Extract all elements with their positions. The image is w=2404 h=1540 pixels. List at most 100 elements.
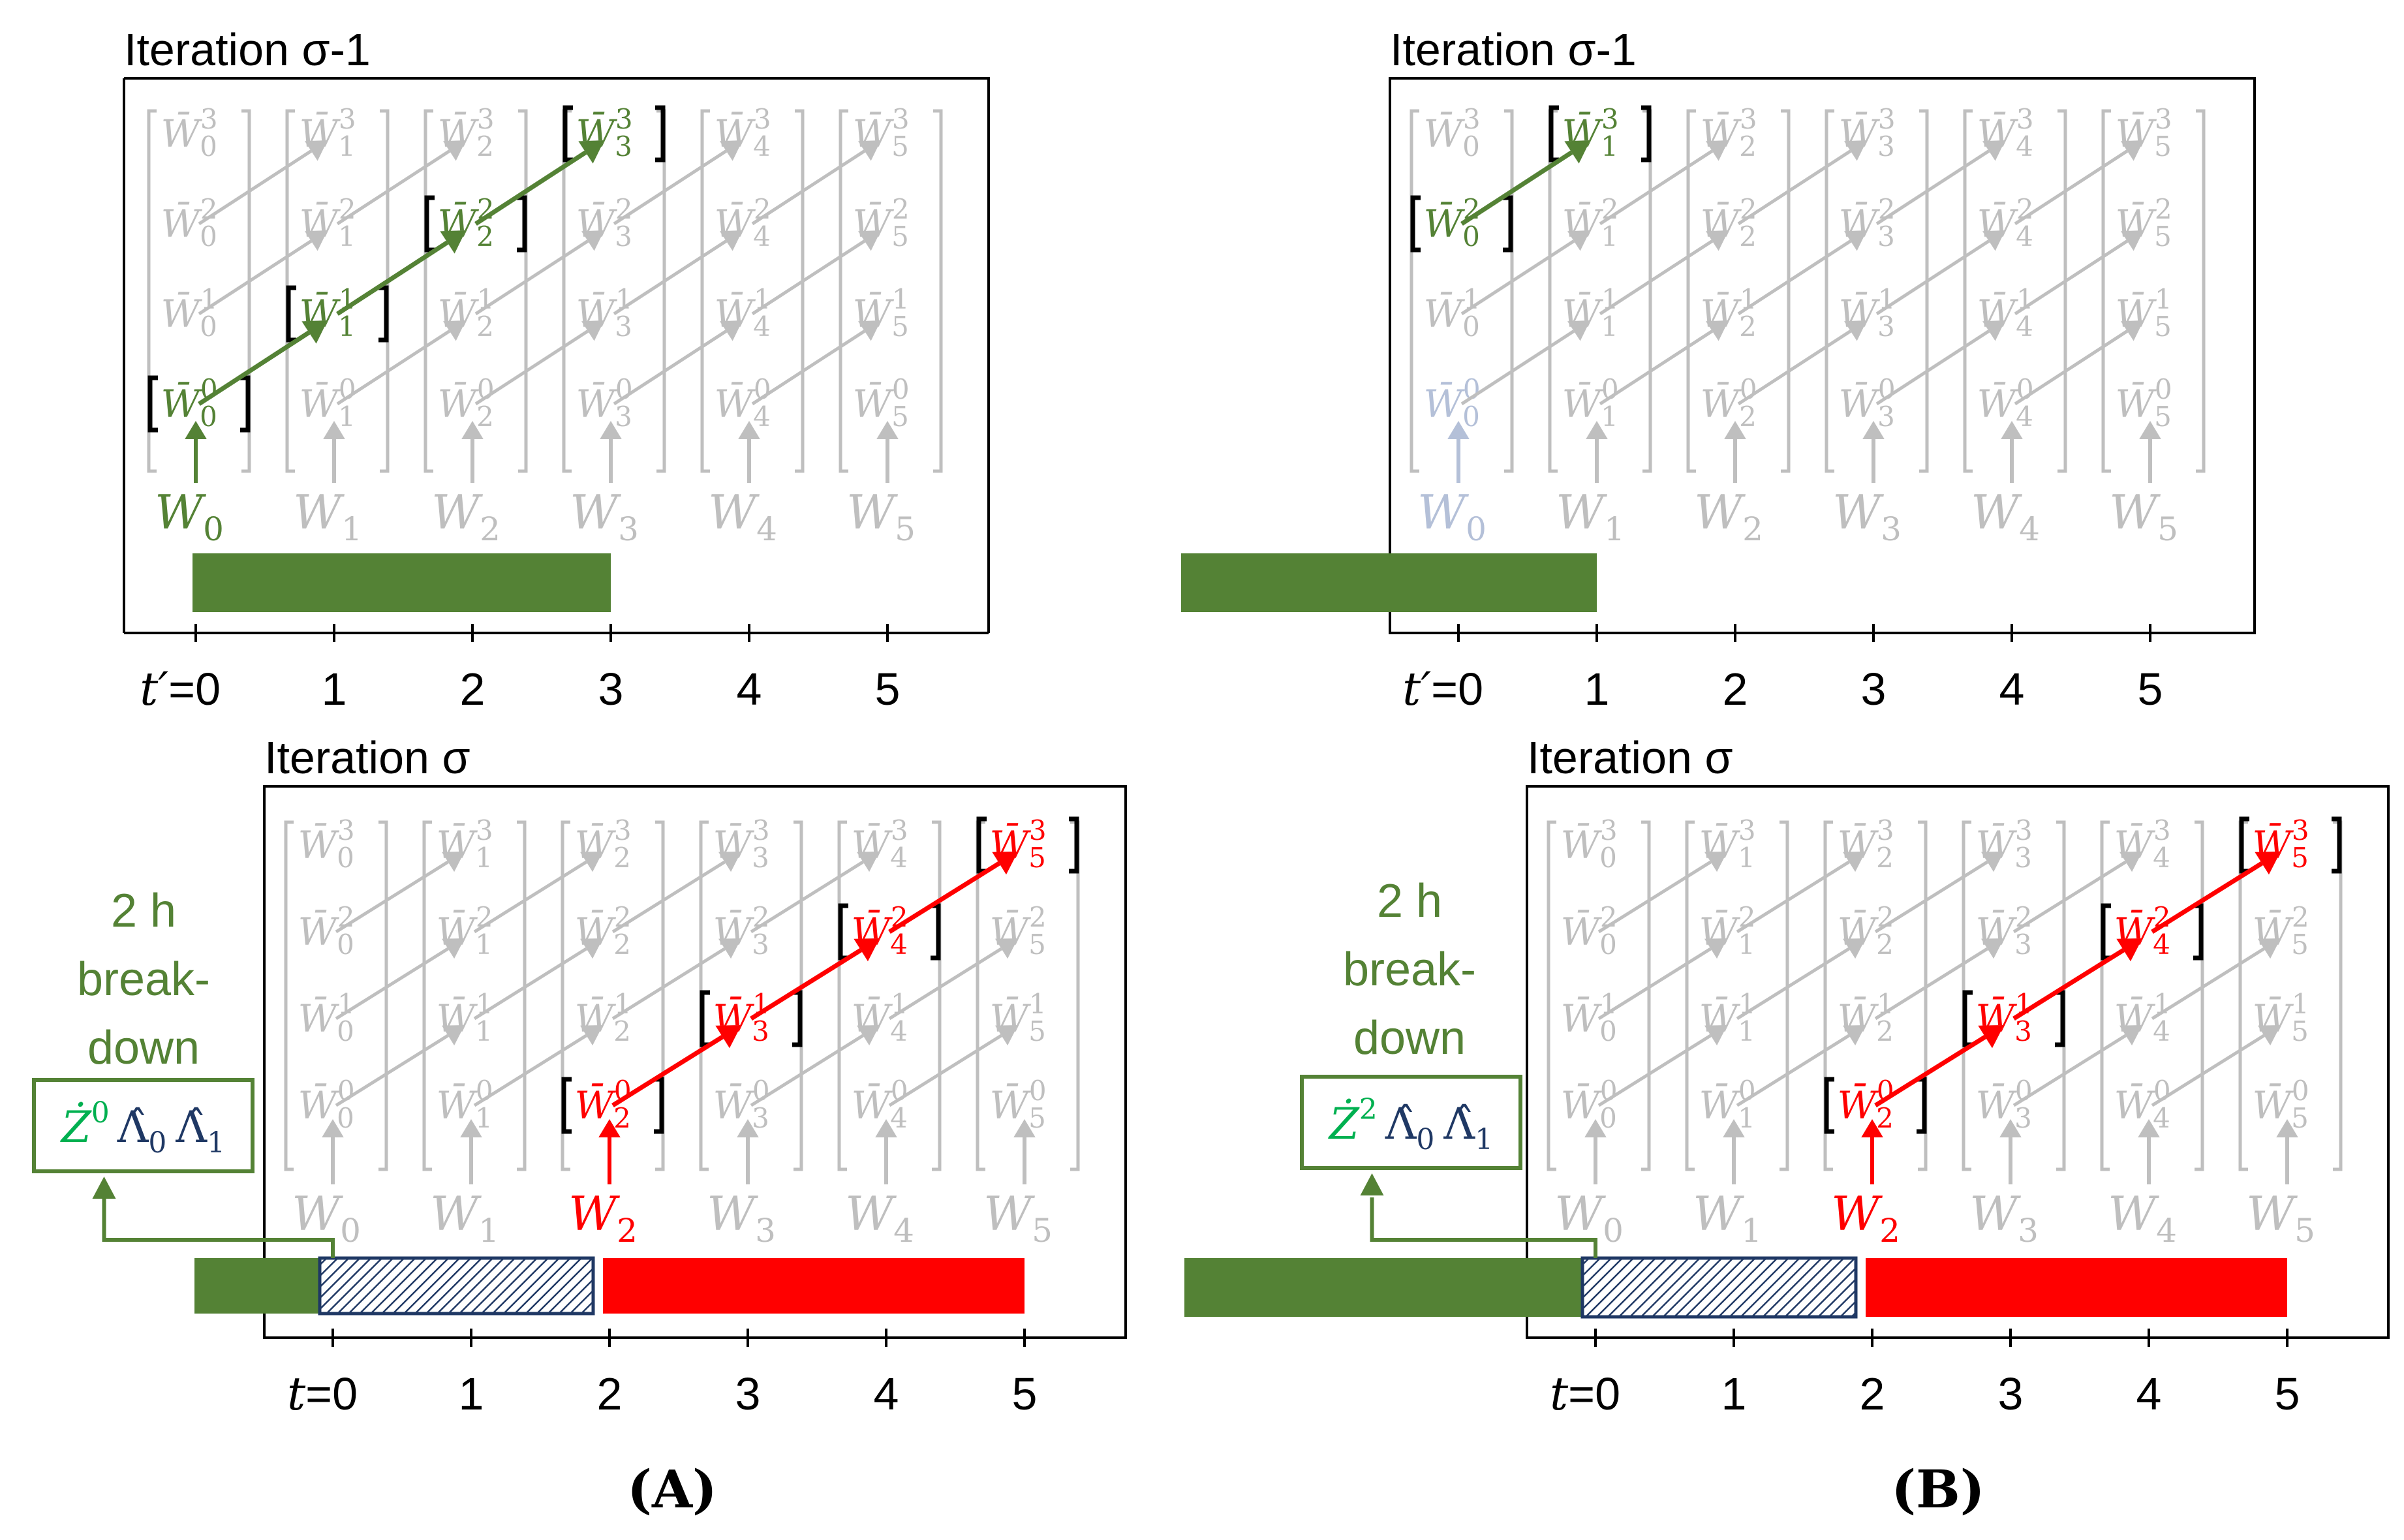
frame <box>263 785 1127 1339</box>
propagation-arrow <box>1736 938 1866 1021</box>
matrix-column: W̄30W̄31W̄32W̄33 <box>1825 103 1929 473</box>
matrix-entry: W̄40 <box>2114 1075 2170 1134</box>
input-arrow <box>323 421 345 483</box>
column-bracket-right <box>795 109 805 473</box>
tick-label: 1 <box>322 664 347 715</box>
tick-label: 5 <box>1012 1368 1038 1419</box>
input-label: W1 <box>293 485 362 548</box>
matrix-entry: W̄12 <box>436 901 493 961</box>
matrix-entry: W̄31 <box>713 988 769 1047</box>
propagation-arrow <box>1736 1025 1866 1107</box>
input-label: W2 <box>1831 1186 1900 1250</box>
new-horizon-bar <box>603 1258 1025 1314</box>
matrix-entry: W̄10 <box>299 373 356 433</box>
matrix-entry: W̄52 <box>989 901 1046 961</box>
tick-label: 1 <box>1721 1368 1747 1419</box>
column-bracket-right <box>378 820 388 1171</box>
breakdown-label: break- <box>77 953 210 1006</box>
column-bracket-left <box>976 820 985 1171</box>
tick-label: 5 <box>2138 664 2163 715</box>
matrix-entry: W̄20 <box>1700 373 1757 433</box>
column-bracket-right <box>2057 109 2067 473</box>
highlight-bracket-right <box>1917 1077 1927 1134</box>
tick-label: 4 <box>1999 664 2025 715</box>
column-bracket-left <box>839 109 848 473</box>
breakdown-label: break- <box>1343 944 1476 996</box>
propagation-arrow <box>1737 320 1867 406</box>
tick-label: 2 <box>1723 664 1748 715</box>
input-arrow <box>322 1119 344 1184</box>
input-arrow <box>460 1119 482 1184</box>
matrix-entry: W̄30 <box>576 373 632 433</box>
column-bracket-left <box>2100 820 2110 1171</box>
state-box <box>32 1078 254 1173</box>
iteration-title: Iteration σ-1 <box>124 24 371 75</box>
panel-caption: (B) <box>1891 1458 1984 1520</box>
state-box <box>1300 1075 1522 1170</box>
matrix-entry: W̄50 <box>989 1075 1046 1134</box>
tick-label: 1 <box>459 1368 484 1419</box>
propagation-arrow <box>1597 852 1727 934</box>
input-arrow <box>1724 421 1746 483</box>
propagation-arrow <box>751 140 881 226</box>
highlight-bracket-right <box>1641 105 1652 162</box>
propagation-arrow <box>1874 938 2004 1021</box>
matrix-entry: W̄00 <box>298 1075 354 1134</box>
highlight-path-arrow <box>888 852 1018 934</box>
matrix-entry: W̄20 <box>1837 1075 1894 1134</box>
tick-label: 2 <box>1860 1368 1885 1419</box>
input-label: W1 <box>1556 485 1625 548</box>
breakdown-label: down <box>87 1022 200 1074</box>
matrix-entry: W̄02 <box>1560 901 1617 961</box>
column-bracket-left <box>837 820 847 1171</box>
bottom-diagram-panel-a: Iteration σt=0 1 2 3 4 5W̄00W̄01W̄02W̄03W̄10W… <box>263 732 1127 1421</box>
input-arrow <box>461 421 484 483</box>
matrix-column: W̄00 W̄01 W̄02 W̄03 <box>1547 814 1651 1171</box>
column-bracket-left <box>1548 109 1558 473</box>
propagation-arrow <box>888 938 1018 1021</box>
propagation-arrow <box>888 1025 1018 1107</box>
propagation-arrow <box>1460 320 1590 406</box>
input-arrow <box>1013 1119 1036 1184</box>
propagation-arrow <box>1875 320 2005 406</box>
tick-label: t=0 <box>287 1367 358 1421</box>
input-arrow <box>2139 421 2161 483</box>
column-bracket-left <box>1685 820 1695 1171</box>
tick-label: t′=0 <box>140 662 221 716</box>
propagation-arrow <box>613 140 743 226</box>
propagation-arrow <box>2014 230 2144 316</box>
matrix-entry: W̄03 <box>1423 103 1480 162</box>
matrix-entry: W̄11 <box>1699 988 1755 1047</box>
input-label: W5 <box>846 485 916 548</box>
input-arrow <box>1862 421 1885 483</box>
propagation-arrow <box>1599 320 1729 406</box>
input-label: W5 <box>983 1186 1053 1250</box>
tick-label: 5 <box>875 664 901 715</box>
tick-label: 4 <box>737 664 762 715</box>
tick-label: 3 <box>598 664 624 715</box>
matrix-entry: W̄20 <box>437 373 494 433</box>
highlight-bracket-right <box>2055 990 2065 1047</box>
propagation-arrow <box>611 852 741 934</box>
column-bracket-left <box>424 109 433 473</box>
input-label: W3 <box>1832 485 1902 548</box>
matrix-entry: W̄43 <box>714 103 771 162</box>
matrix-column: W̄40W̄41W̄42W̄43 <box>837 814 942 1171</box>
matrix-entry: W̄03 <box>1560 814 1617 874</box>
highlight-bracket-left <box>976 816 987 874</box>
input-label: W1 <box>1693 1186 1762 1250</box>
matrix-entry: W̄23 <box>574 814 631 874</box>
input-label: W3 <box>1969 1186 2039 1250</box>
breakdown-label: 2 h <box>1377 875 1442 927</box>
highlight-bracket-right <box>931 903 941 961</box>
column-bracket-left <box>562 109 572 473</box>
frame <box>1389 77 2256 634</box>
highlight-bracket-left <box>561 1077 572 1134</box>
highlight-path-arrow <box>198 320 328 406</box>
column-bracket-right <box>1918 820 1928 1171</box>
matrix-entry: W̄00 <box>1560 1075 1617 1134</box>
column-bracket-left <box>1410 109 1419 473</box>
propagation-arrow <box>335 1025 465 1107</box>
matrix-entry: W̄32 <box>1975 901 2032 961</box>
